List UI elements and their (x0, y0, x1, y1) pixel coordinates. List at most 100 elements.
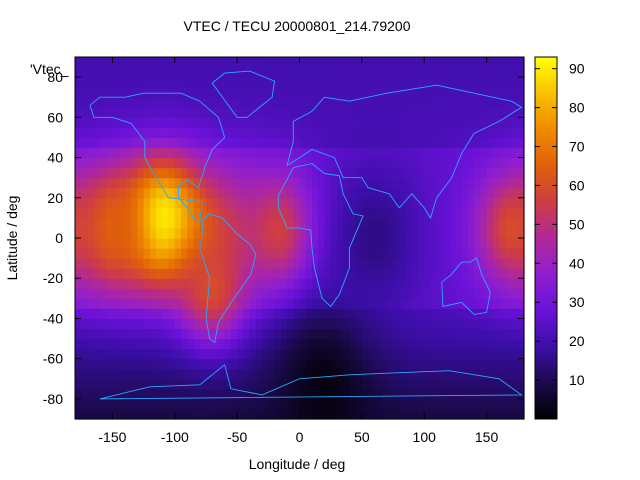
heatmap-cell (218, 177, 226, 189)
heatmap-cell (343, 137, 350, 149)
heatmap-cell (349, 77, 357, 88)
heatmap-cell (143, 87, 151, 98)
heatmap-cell (293, 197, 301, 209)
heatmap-cell (299, 358, 307, 370)
heatmap-cell (393, 157, 400, 169)
heatmap-cell (461, 137, 469, 149)
heatmap-cell (336, 67, 344, 78)
heatmap-cell (143, 67, 151, 78)
heatmap-cell (461, 107, 469, 118)
heatmap-cell (280, 227, 288, 239)
heatmap-cell (455, 137, 463, 149)
heatmap-cell (511, 378, 519, 390)
heatmap-cell (181, 117, 188, 128)
heatmap-cell (299, 57, 307, 68)
heatmap-cell (349, 127, 357, 139)
heatmap-cell (430, 187, 438, 199)
heatmap-cell (393, 358, 400, 370)
heatmap-cell (336, 87, 344, 98)
heatmap-cell (137, 117, 145, 128)
heatmap-cell (99, 207, 107, 219)
heatmap-cell (181, 288, 188, 299)
heatmap-cell (174, 368, 182, 380)
heatmap-cell (318, 308, 326, 320)
heatmap-cell (205, 157, 213, 169)
heatmap-cell (193, 288, 201, 299)
heatmap-cell (380, 408, 388, 420)
heatmap-cell (237, 107, 244, 118)
heatmap-cell (237, 368, 244, 380)
heatmap-cell (93, 278, 101, 289)
heatmap-cell (399, 408, 407, 420)
heatmap-cell (162, 368, 170, 380)
heatmap-cell (230, 368, 238, 380)
heatmap-cell (380, 388, 388, 400)
heatmap-cell (87, 107, 95, 118)
coastline-path (211, 70, 276, 118)
heatmap-cell (124, 258, 132, 269)
heatmap-cell (293, 258, 301, 269)
heatmap-cell (174, 207, 182, 219)
heatmap-cell (174, 167, 182, 179)
heatmap-cell (430, 318, 438, 330)
heatmap-cell (474, 207, 481, 219)
heatmap-cell (474, 57, 481, 68)
heatmap-cell (268, 137, 276, 149)
heatmap-cell (355, 398, 363, 410)
heatmap-cell (168, 217, 176, 229)
heatmap-cell (193, 67, 201, 78)
heatmap-cell (436, 167, 444, 179)
colorbar-segment (535, 105, 557, 109)
heatmap-cell (162, 338, 170, 350)
heatmap-cell (311, 378, 319, 390)
heatmap-cell (305, 288, 313, 299)
heatmap-cell (517, 107, 525, 118)
heatmap-cell (436, 248, 444, 259)
heatmap-cell (311, 368, 319, 380)
heatmap-cell (287, 137, 294, 149)
heatmap-cell (424, 117, 432, 128)
heatmap-cell (368, 308, 375, 320)
heatmap-cell (181, 67, 188, 78)
heatmap-cell (361, 107, 369, 118)
heatmap-cell (274, 248, 282, 259)
heatmap-cell (455, 207, 463, 219)
heatmap-cell (299, 87, 307, 98)
heatmap-cell (361, 207, 369, 219)
heatmap-cell (486, 268, 494, 279)
heatmap-cell (255, 318, 263, 330)
heatmap-cell (393, 318, 400, 330)
colorbar-segment (535, 352, 557, 357)
heatmap-cell (137, 348, 145, 360)
heatmap-cell (492, 97, 500, 108)
heatmap-cell (287, 308, 294, 320)
heatmap-cell (411, 278, 419, 289)
heatmap-cell (299, 338, 307, 350)
heatmap-cell (511, 398, 519, 410)
heatmap-cell (112, 167, 120, 179)
heatmap-cell (430, 87, 438, 98)
heatmap-cell (318, 238, 326, 249)
heatmap-cell (449, 57, 457, 68)
colorbar-segment (535, 177, 557, 182)
heatmap-cell (293, 137, 301, 149)
heatmap-cell (474, 67, 481, 78)
heatmap-cell (343, 328, 350, 340)
heatmap-cell (486, 368, 494, 380)
heatmap-cell (205, 318, 213, 330)
heatmap-cell (137, 217, 145, 229)
heatmap-cell (268, 147, 276, 159)
heatmap-cell (243, 227, 251, 239)
heatmap-cell (324, 258, 332, 269)
colorbar-segment (535, 150, 557, 155)
heatmap-cell (361, 328, 369, 340)
heatmap-cell (411, 288, 419, 299)
heatmap-cell (511, 388, 519, 400)
heatmap-cell (336, 147, 344, 159)
heatmap-cell (212, 217, 220, 229)
heatmap-cell (262, 227, 269, 239)
heatmap-cell (486, 258, 494, 269)
heatmap-cell (442, 217, 450, 229)
heatmap-cell (386, 398, 394, 410)
heatmap-cell (118, 278, 126, 289)
